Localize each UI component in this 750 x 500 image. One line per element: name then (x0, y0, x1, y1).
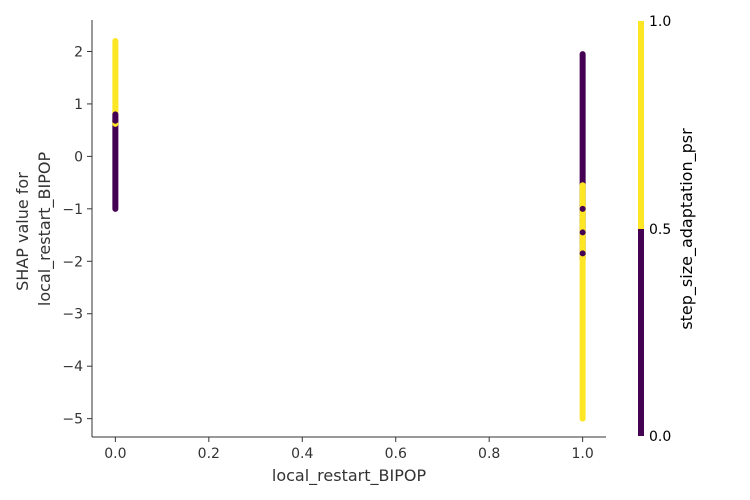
data-point (112, 117, 119, 124)
y-tick-label: −4 (62, 359, 83, 375)
y-tick-label: 2 (74, 44, 83, 60)
data-point (579, 229, 586, 236)
colorbar-label: step_size_adaptation_psr (677, 128, 697, 330)
data-point (579, 205, 586, 212)
x-axis-label: local_restart_BIPOP (272, 466, 427, 486)
x-tick-label: 1.0 (572, 446, 594, 462)
plot-area: 0.0 0.2 0.4 0.6 0.8 1.0 2 1 0 −1 −2 −3 −4 −5 (62, 20, 606, 462)
data-point (579, 250, 586, 257)
data-points (112, 37, 586, 422)
y-tick-label: −2 (62, 254, 83, 270)
colorbar-tick-label-low: 0.0 (649, 429, 671, 445)
y-tick-label: 1 (74, 97, 83, 113)
colorbar-tick-label-mid: 0.5 (649, 222, 671, 238)
data-point (579, 213, 586, 220)
colorbar-tick-label-high: 1.0 (649, 14, 671, 30)
y-axis-label-line-1: SHAP value for (13, 172, 32, 291)
x-tick-label: 0.0 (104, 446, 126, 462)
y-tick-label: 0 (74, 149, 83, 165)
x-tick-label: 0.6 (385, 446, 407, 462)
x-tick-label: 0.2 (198, 446, 220, 462)
data-point (112, 103, 119, 110)
y-tick-label: −3 (62, 307, 83, 323)
y-tick-label: −5 (62, 412, 83, 428)
colorbar-low-segment (638, 229, 644, 436)
data-point (579, 242, 586, 249)
y-axis-label-line-2: local_restart_BIPOP (35, 152, 55, 307)
y-ticks: 2 1 0 −1 −2 −3 −4 −5 (62, 44, 92, 428)
colorbar-high-segment (638, 21, 644, 229)
x-tick-label: 0.8 (478, 446, 500, 462)
x-tick-label: 0.4 (291, 446, 313, 462)
colorbar: 1.0 0.5 0.0 step_size_adaptation_psr (638, 14, 697, 445)
data-point (579, 221, 586, 228)
x-ticks: 0.0 0.2 0.4 0.6 0.8 1.0 (104, 437, 594, 462)
y-axis-label: SHAP value for local_restart_BIPOP (13, 152, 55, 307)
data-point (579, 184, 586, 191)
y-tick-label: −1 (62, 202, 83, 218)
